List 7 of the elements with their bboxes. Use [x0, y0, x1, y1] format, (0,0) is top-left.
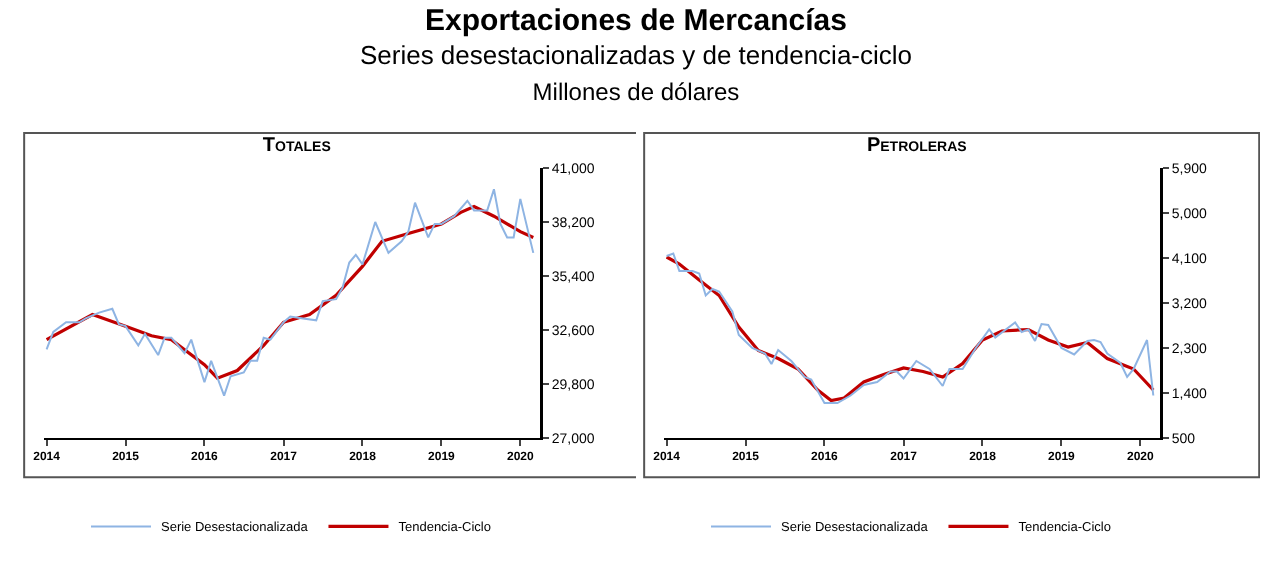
- chart-title: Totales: [262, 134, 332, 157]
- line-series: [45, 204, 535, 380]
- chart-title: Petroleras: [866, 134, 968, 157]
- text: Millones de dólares: [530, 77, 742, 106]
- text: Series desestacionalizadas y de tendencia-ciclo: [357, 40, 915, 72]
- text: Exportaciones de Mercancías: [423, 4, 849, 40]
- line-series: [45, 188, 535, 397]
